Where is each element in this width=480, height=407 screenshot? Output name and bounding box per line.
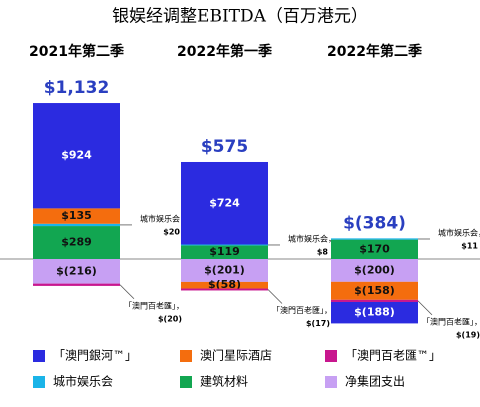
bar-segment (33, 208, 120, 224)
legend-label: 「澳門百老匯™」 (345, 349, 441, 363)
callout-line (417, 300, 433, 316)
bar-segment (181, 245, 268, 259)
value-label: $(201) (204, 263, 245, 276)
bar-segment (181, 281, 268, 289)
category-label: 2022年第二季 (327, 43, 422, 60)
bar-segment (331, 281, 418, 300)
legend-swatch (325, 376, 337, 388)
chart-title: 银娱经调整EBITDA（百万港元） (112, 7, 368, 27)
bar-segment (181, 161, 268, 245)
value-label: $(216) (56, 264, 97, 277)
total-label: $575 (201, 137, 248, 157)
value-label: $(158) (354, 284, 395, 297)
callout-name: 城市娱乐会， (438, 227, 480, 237)
bar-segment (331, 301, 418, 324)
bar-segment (181, 259, 268, 282)
bar-segment (331, 299, 418, 302)
legend-label: 「澳門銀河™」 (53, 349, 137, 363)
bar-segment (33, 103, 120, 209)
total-label: $(384) (343, 213, 406, 233)
value-label: $170 (359, 242, 390, 255)
legend-swatch (180, 350, 192, 362)
legend-swatch (33, 376, 45, 388)
value-label: $135 (61, 209, 92, 222)
callout-name: 城市娱乐会， (140, 213, 188, 223)
legend-swatch (33, 350, 45, 362)
legend-swatch (180, 376, 192, 388)
bar-segment (331, 259, 418, 282)
legend-label: 净集团支出 (345, 374, 405, 389)
legend-swatch (325, 350, 337, 362)
value-label: $(58) (208, 278, 241, 291)
bar-segment (181, 288, 268, 291)
category-label: 2022年第一季 (177, 43, 272, 60)
bar-segment (33, 259, 120, 284)
callout-name: 「澳門百老匯」， (272, 305, 332, 315)
bar-segment (33, 283, 120, 286)
bar-segment (33, 226, 120, 259)
callout-name: 城市娱乐会， (288, 233, 336, 243)
callout-value: $11 (461, 241, 478, 250)
callout-value: $(17) (306, 319, 330, 328)
callout-name: 「澳門百老匯」， (422, 316, 480, 326)
callout-value: $(20) (158, 314, 182, 323)
value-label: $119 (209, 245, 240, 258)
legend-label: 澳门星际酒店 (200, 348, 272, 363)
callout-value: $(19) (456, 330, 480, 339)
category-label: 2021年第二季 (29, 43, 124, 60)
callout-line (267, 289, 283, 304)
value-label: $924 (61, 149, 92, 162)
value-label: $(188) (354, 306, 395, 319)
bar-segment (331, 238, 418, 240)
bar-segment (181, 244, 268, 246)
callout-value: $8 (317, 247, 329, 256)
value-label: $724 (209, 196, 240, 209)
bar-segment (331, 239, 418, 259)
callout-line (119, 284, 135, 300)
value-label: $(200) (354, 263, 395, 276)
callout-name: 「澳門百老匯」， (124, 300, 184, 310)
legend-label: 城市娱乐会 (53, 374, 113, 389)
total-label: $1,132 (44, 78, 110, 98)
callout-value: $20 (163, 227, 180, 236)
value-label: $289 (61, 236, 92, 249)
legend-label: 建筑材料 (200, 374, 248, 389)
bar-segment (33, 223, 120, 227)
